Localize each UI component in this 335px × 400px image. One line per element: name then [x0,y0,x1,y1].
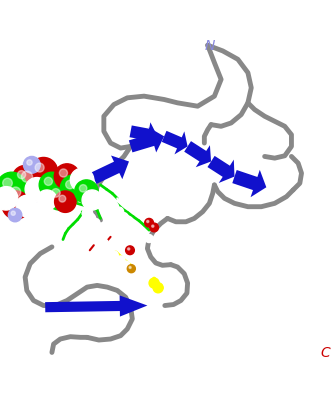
Circle shape [44,177,53,186]
Circle shape [8,196,17,206]
Circle shape [145,218,153,227]
Circle shape [4,180,36,213]
FancyArrow shape [130,122,157,147]
Circle shape [17,170,26,179]
Circle shape [129,266,131,268]
FancyArrow shape [21,172,94,207]
FancyArrow shape [232,170,266,197]
FancyArrow shape [91,156,129,184]
Text: N: N [204,39,214,53]
Circle shape [150,223,158,232]
FancyArrow shape [184,141,211,167]
Text: C: C [320,346,330,360]
Circle shape [8,208,22,222]
Circle shape [91,218,100,227]
Circle shape [99,239,109,248]
Circle shape [66,180,74,189]
Circle shape [59,169,68,177]
Circle shape [25,178,49,201]
Circle shape [153,283,163,293]
Circle shape [21,171,32,182]
Circle shape [55,191,76,212]
Circle shape [94,232,104,242]
Circle shape [41,194,47,200]
Circle shape [127,265,135,273]
Circle shape [114,207,124,216]
Circle shape [87,214,95,222]
Circle shape [30,182,37,190]
Circle shape [140,230,148,238]
FancyArrow shape [129,127,164,152]
Circle shape [95,223,104,232]
Circle shape [120,213,128,221]
Circle shape [130,221,138,229]
Circle shape [82,209,91,218]
Circle shape [16,195,38,217]
Circle shape [116,256,125,265]
Circle shape [70,168,94,192]
Circle shape [3,178,12,188]
Circle shape [75,180,98,203]
Circle shape [54,164,80,189]
Circle shape [128,248,130,250]
Circle shape [126,246,134,255]
Circle shape [110,251,118,260]
Circle shape [14,164,49,199]
Circle shape [0,186,18,210]
Circle shape [75,173,82,180]
Circle shape [35,163,44,172]
Circle shape [12,166,38,191]
Circle shape [60,175,87,202]
Circle shape [152,225,154,227]
Circle shape [10,187,21,197]
Circle shape [2,191,30,219]
FancyArrow shape [162,131,188,154]
Circle shape [52,189,60,197]
Circle shape [125,217,133,225]
Circle shape [109,202,119,211]
Circle shape [20,200,27,206]
Circle shape [27,160,32,165]
Circle shape [121,261,130,270]
Circle shape [59,195,66,202]
Circle shape [82,190,102,210]
Circle shape [23,156,40,173]
Circle shape [11,211,15,215]
Circle shape [147,220,149,222]
Circle shape [145,234,153,242]
Circle shape [105,246,113,254]
Circle shape [37,190,57,210]
FancyArrow shape [45,295,147,316]
Circle shape [46,183,73,210]
Circle shape [0,191,6,199]
FancyArrow shape [207,156,234,183]
Circle shape [135,226,143,234]
Circle shape [39,172,65,198]
Circle shape [79,184,87,192]
Circle shape [0,172,27,202]
Circle shape [86,194,92,200]
Circle shape [149,278,159,288]
Circle shape [29,158,58,186]
